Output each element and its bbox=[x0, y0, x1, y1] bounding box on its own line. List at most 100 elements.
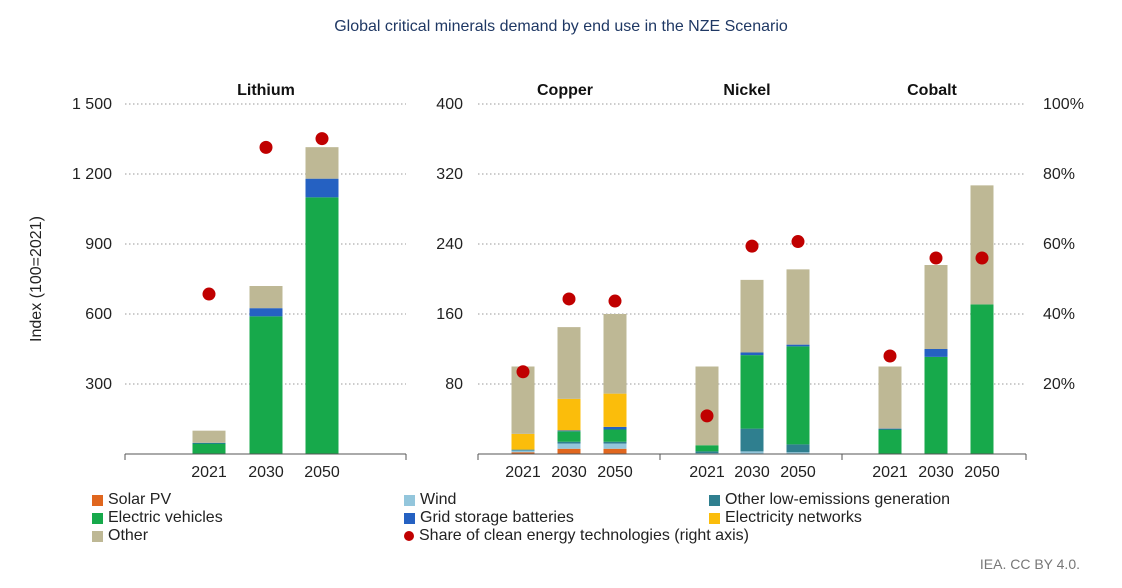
y-tick-lithium-1500: 1 500 bbox=[72, 96, 112, 113]
bar-copper-2030-electricity-networks bbox=[557, 398, 581, 431]
legend-item-grid-storage: Grid storage batteries bbox=[404, 509, 574, 527]
bar-nickel-2050-other bbox=[786, 269, 810, 345]
bar-copper-2050-grid-storage bbox=[603, 426, 627, 430]
bar-cobalt-2030-grid-storage bbox=[924, 349, 948, 357]
legend-label-solar-pv: Solar PV bbox=[108, 491, 172, 508]
bar-copper-2030-solar-pv bbox=[557, 448, 581, 454]
panel-title-copper: Copper bbox=[537, 82, 593, 99]
legend-label-grid-storage: Grid storage batteries bbox=[420, 509, 574, 526]
bar-copper-2050-other bbox=[603, 314, 627, 394]
legend-item-share: Share of clean energy technologies (righ… bbox=[404, 527, 749, 545]
y2-tick-80-: 80% bbox=[1043, 166, 1075, 183]
legend-swatch-electricity-networks bbox=[709, 512, 720, 524]
chart-title: Global critical minerals demand by end u… bbox=[334, 18, 788, 35]
bar-copper-2050-electric-vehicles bbox=[603, 429, 627, 442]
share-dot-lithium-2050 bbox=[315, 132, 329, 146]
y-tick-copper-80: 80 bbox=[445, 376, 463, 393]
y2-tick-40-: 40% bbox=[1043, 306, 1075, 323]
legend-item-other: Other bbox=[92, 527, 148, 545]
bar-cobalt-2021-grid-storage bbox=[878, 428, 902, 430]
x-tick-copper-2030: 2030 bbox=[551, 464, 587, 481]
y-axis-label-lithium: Index (100=2021) bbox=[28, 216, 45, 342]
y-tick-lithium-900: 900 bbox=[85, 236, 112, 253]
legend-item-wind: Wind bbox=[404, 491, 456, 509]
x-tick-lithium-2030: 2030 bbox=[248, 464, 284, 481]
legend-swatch-electric-vehicles bbox=[92, 512, 103, 524]
bar-nickel-2030-electric-vehicles bbox=[740, 355, 764, 429]
bar-copper-2030-grid-storage bbox=[557, 430, 581, 432]
y-tick-copper-240: 240 bbox=[436, 236, 463, 253]
x-tick-cobalt-2021: 2021 bbox=[872, 464, 908, 481]
bar-nickel-2030-wind bbox=[740, 451, 764, 454]
x-tick-lithium-2021: 2021 bbox=[191, 464, 227, 481]
x-tick-nickel-2050: 2050 bbox=[780, 464, 816, 481]
bar-nickel-2050-grid-storage bbox=[786, 344, 810, 347]
legend-label-other-low-emissions: Other low-emissions generation bbox=[725, 491, 950, 508]
bar-nickel-2030-other-low-emissions bbox=[740, 428, 764, 452]
bar-lithium-2050-electric-vehicles bbox=[305, 197, 339, 455]
x-tick-cobalt-2050: 2050 bbox=[964, 464, 1000, 481]
bar-nickel-2030-grid-storage bbox=[740, 352, 764, 356]
bar-copper-2021-wind bbox=[511, 450, 535, 453]
bar-lithium-2050-grid-storage bbox=[305, 178, 339, 198]
bar-nickel-2050-electric-vehicles bbox=[786, 346, 810, 445]
panel-title-lithium: Lithium bbox=[237, 82, 295, 99]
bar-cobalt-2050-other bbox=[970, 185, 994, 305]
y2-tick-60-: 60% bbox=[1043, 236, 1075, 253]
legend-swatch-other bbox=[92, 530, 103, 542]
bar-nickel-2021-other-low-emissions bbox=[695, 451, 719, 454]
legend-label-other: Other bbox=[108, 527, 149, 544]
y-tick-lithium-300: 300 bbox=[85, 376, 112, 393]
chart-legend: Solar PV Wind Other low-emissions genera… bbox=[92, 491, 992, 551]
bar-copper-2030-other-low-emissions bbox=[557, 441, 581, 444]
bar-lithium-2021-electric-vehicles bbox=[192, 443, 226, 454]
legend-item-electric-vehicles: Electric vehicles bbox=[92, 509, 223, 527]
bar-cobalt-2021-other bbox=[878, 366, 902, 429]
x-tick-copper-2021: 2021 bbox=[505, 464, 541, 481]
x-tick-copper-2050: 2050 bbox=[597, 464, 633, 481]
source-credit: IEA. CC BY 4.0. bbox=[979, 556, 1080, 572]
bar-copper-2050-other-low-emissions bbox=[603, 441, 627, 444]
bar-nickel-2021-electric-vehicles bbox=[695, 445, 719, 452]
share-dot-cobalt-2050 bbox=[975, 251, 989, 265]
bar-lithium-2050-other bbox=[305, 147, 339, 179]
panel-title-nickel: Nickel bbox=[723, 82, 770, 99]
bar-nickel-2030-other bbox=[740, 279, 764, 353]
legend-swatch-grid-storage bbox=[404, 512, 415, 524]
bar-copper-2050-solar-pv bbox=[603, 448, 627, 454]
y-tick-copper-160: 160 bbox=[436, 306, 463, 323]
share-dot-lithium-2030 bbox=[259, 140, 273, 154]
share-dot-cobalt-2030 bbox=[929, 251, 943, 265]
bar-lithium-2021-other bbox=[192, 430, 226, 443]
share-dot-copper-2030 bbox=[562, 292, 576, 306]
y2-tick-20-: 20% bbox=[1043, 376, 1075, 393]
bar-lithium-2030-other bbox=[249, 286, 283, 309]
legend-label-share: Share of clean energy technologies (righ… bbox=[419, 527, 749, 544]
bar-lithium-2021-grid-storage bbox=[192, 442, 226, 444]
y-tick-lithium-1200: 1 200 bbox=[72, 166, 112, 183]
legend-label-electric-vehicles: Electric vehicles bbox=[108, 509, 223, 526]
bar-copper-2021-solar-pv bbox=[511, 452, 535, 454]
bar-copper-2030-electric-vehicles bbox=[557, 431, 581, 442]
bar-copper-2050-wind bbox=[603, 443, 627, 449]
share-dot-cobalt-2021 bbox=[883, 349, 897, 363]
legend-label-wind: Wind bbox=[420, 491, 457, 508]
legend-swatch-solar-pv bbox=[92, 494, 103, 506]
bar-copper-2050-electricity-networks bbox=[603, 393, 627, 427]
panel-title-cobalt: Cobalt bbox=[907, 82, 957, 99]
bar-cobalt-2050-electric-vehicles bbox=[970, 304, 994, 454]
legend-swatch-wind bbox=[404, 494, 415, 506]
legend-item-other-low-emissions: Other low-emissions generation bbox=[709, 491, 950, 509]
bar-cobalt-2030-electric-vehicles bbox=[924, 356, 948, 454]
bar-cobalt-2030-other bbox=[924, 265, 948, 349]
bar-nickel-2050-wind bbox=[786, 452, 810, 454]
bar-nickel-2050-other-low-emissions bbox=[786, 444, 810, 453]
legend-swatch-other-low-emissions bbox=[709, 494, 720, 506]
x-tick-nickel-2021: 2021 bbox=[689, 464, 725, 481]
share-dot-nickel-2050 bbox=[791, 235, 805, 249]
share-dot-lithium-2021 bbox=[202, 287, 216, 301]
bar-nickel-2021-other bbox=[695, 366, 719, 446]
legend-item-solar-pv: Solar PV bbox=[92, 491, 171, 509]
y-tick-copper-320: 320 bbox=[436, 166, 463, 183]
